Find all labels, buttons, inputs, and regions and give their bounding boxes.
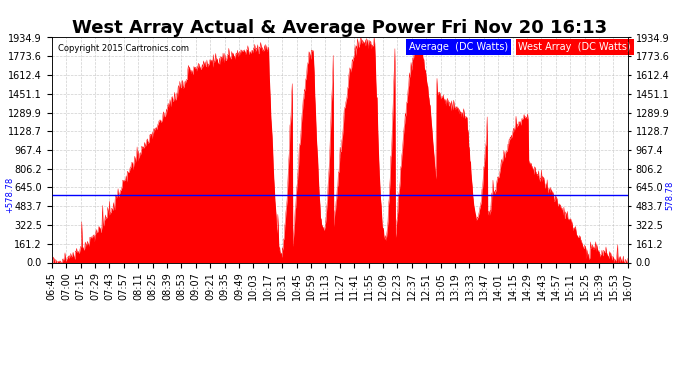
Text: +578.78: +578.78 [6,177,14,213]
Text: Copyright 2015 Cartronics.com: Copyright 2015 Cartronics.com [57,44,188,53]
Title: West Array Actual & Average Power Fri Nov 20 16:13: West Array Actual & Average Power Fri No… [72,20,607,38]
Text: 578.78: 578.78 [665,180,674,210]
Text: West Array  (DC Watts): West Array (DC Watts) [518,42,631,52]
Text: Average  (DC Watts): Average (DC Watts) [409,42,508,52]
